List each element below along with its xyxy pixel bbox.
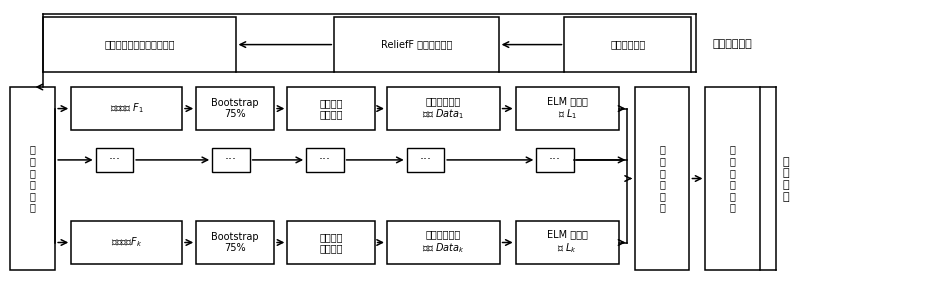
FancyBboxPatch shape: [212, 148, 249, 172]
Text: 获得新的样本
数据 $Data_1$: 获得新的样本 数据 $Data_1$: [423, 96, 464, 121]
FancyBboxPatch shape: [287, 221, 375, 264]
Text: ELM 基分类
器 $L_1$: ELM 基分类 器 $L_1$: [547, 96, 588, 121]
FancyBboxPatch shape: [635, 87, 690, 270]
Text: 获得新的样本
数据 $Data_k$: 获得新的样本 数据 $Data_k$: [422, 230, 465, 255]
FancyBboxPatch shape: [516, 87, 619, 130]
Text: Bootstrap
75%: Bootstrap 75%: [212, 232, 259, 253]
Text: 主成分分
析法转换: 主成分分 析法转换: [319, 232, 343, 253]
FancyBboxPatch shape: [306, 148, 343, 172]
Text: Bootstrap
75%: Bootstrap 75%: [212, 98, 259, 119]
FancyBboxPatch shape: [407, 148, 444, 172]
FancyBboxPatch shape: [43, 17, 235, 72]
FancyBboxPatch shape: [706, 87, 760, 270]
Text: ···: ···: [319, 153, 331, 167]
Text: 获得最重要的模型输入特征: 获得最重要的模型输入特征: [104, 39, 174, 50]
Text: 新
的
样
本
数
据: 新 的 样 本 数 据: [30, 144, 36, 213]
Text: 最
终
分
类
结
果: 最 终 分 类 结 果: [729, 144, 736, 213]
Text: 特征子集$F_k$: 特征子集$F_k$: [111, 236, 142, 249]
Text: 总体故障特征: 总体故障特征: [611, 39, 646, 50]
Text: 特征选择阶段: 特征选择阶段: [713, 39, 753, 49]
FancyBboxPatch shape: [565, 17, 692, 72]
Text: ELM 基分类
器 $L_k$: ELM 基分类 器 $L_k$: [547, 230, 588, 255]
FancyBboxPatch shape: [72, 221, 182, 264]
Text: 分
类
阶
段: 分 类 阶 段: [783, 157, 789, 202]
FancyBboxPatch shape: [387, 221, 500, 264]
Text: ···: ···: [549, 153, 561, 167]
FancyBboxPatch shape: [196, 87, 274, 130]
FancyBboxPatch shape: [196, 221, 274, 264]
Text: ···: ···: [420, 153, 431, 167]
Text: ···: ···: [225, 153, 237, 167]
Text: ···: ···: [108, 153, 120, 167]
Text: ReliefF 特征选择算法: ReliefF 特征选择算法: [381, 39, 453, 50]
FancyBboxPatch shape: [287, 87, 375, 130]
Text: 简
单
投
票
方
法: 简 单 投 票 方 法: [660, 144, 665, 213]
Text: 特征子集 $F_1$: 特征子集 $F_1$: [109, 102, 144, 115]
FancyBboxPatch shape: [72, 87, 182, 130]
Text: 主成分分
析法转换: 主成分分 析法转换: [319, 98, 343, 119]
FancyBboxPatch shape: [536, 148, 574, 172]
FancyBboxPatch shape: [387, 87, 500, 130]
FancyBboxPatch shape: [96, 148, 134, 172]
FancyBboxPatch shape: [516, 221, 619, 264]
FancyBboxPatch shape: [10, 87, 56, 270]
FancyBboxPatch shape: [334, 17, 499, 72]
